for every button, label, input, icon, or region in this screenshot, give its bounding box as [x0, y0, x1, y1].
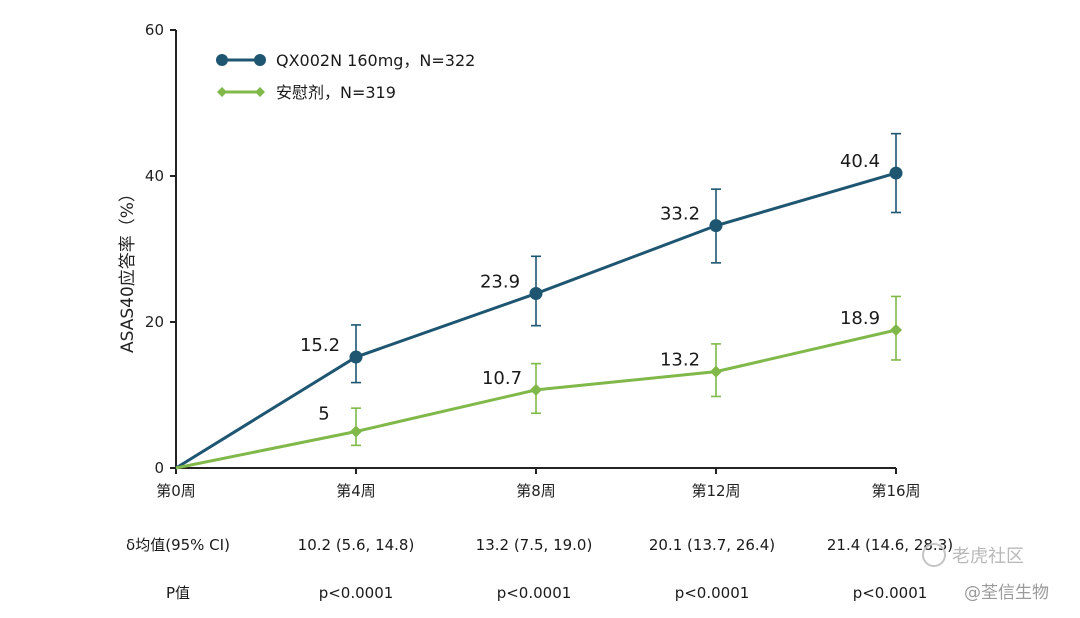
table-cell: p<0.0001 [675, 584, 750, 602]
watermark-bottom-text: @荃信生物 [964, 583, 1049, 603]
x-tick-label: 第12周 [691, 482, 740, 500]
data-label: 40.4 [840, 151, 880, 172]
data-point [889, 166, 903, 180]
table-cell: p<0.0001 [853, 584, 928, 602]
legend-marker [255, 87, 265, 97]
data-point [890, 324, 902, 337]
data-point [530, 383, 542, 396]
y-tick-label: 20 [145, 313, 164, 331]
x-tick-label: 第0周 [156, 482, 196, 500]
data-point [529, 287, 543, 301]
legend-marker [254, 54, 266, 66]
y-axis-label: ASAS40应答率（%） [118, 185, 138, 353]
table-cell: p<0.0001 [319, 584, 394, 602]
table-row-label: δ均值(95% CI) [126, 536, 230, 554]
table-cell: 20.1 (13.7, 26.4) [649, 536, 775, 554]
data-label: 23.9 [480, 272, 520, 293]
table-cell: 10.2 (5.6, 14.8) [298, 536, 415, 554]
watermarks: 老虎社区 @荃信生物 [922, 543, 1049, 603]
y-tick-label: 0 [154, 459, 164, 477]
data-point [709, 219, 723, 233]
table-row-1: P值 p<0.0001 p<0.0001 p<0.0001 p<0.0001 [166, 584, 927, 602]
axes: 0 20 40 60 第0周 第4周 第8周 第12周 第16周 ASAS40应答率（%） [118, 21, 921, 500]
data-label: 10.7 [482, 368, 522, 389]
data-label: 15.2 [300, 335, 340, 356]
watermark-top: 老虎社区 [922, 543, 1024, 567]
legend-marker [217, 87, 227, 97]
legend-item-1: 安慰剂，N=319 [217, 83, 396, 102]
legend-marker [216, 54, 228, 66]
table-row-label: P值 [166, 584, 190, 602]
x-tick-label: 第16周 [871, 482, 920, 500]
legend: QX002N 160mg，N=322 安慰剂，N=319 [216, 51, 475, 102]
table-cell: 21.4 (14.6, 28.3) [827, 536, 953, 554]
table-cell: p<0.0001 [497, 584, 572, 602]
data-label: 13.2 [660, 350, 700, 371]
series-0: 15.2 23.9 33.2 40.4 [175, 132, 903, 470]
data-point [350, 425, 362, 438]
data-point [710, 365, 722, 378]
table-cell: 13.2 (7.5, 19.0) [476, 536, 593, 554]
stats-table: δ均值(95% CI) 10.2 (5.6, 14.8) 13.2 (7.5, 19… [126, 536, 953, 602]
x-tick-label: 第4周 [336, 482, 376, 500]
legend-item-0: QX002N 160mg，N=322 [216, 51, 475, 70]
watermark-top-text: 老虎社区 [952, 546, 1024, 567]
x-tick-label: 第8周 [516, 482, 556, 500]
data-label: 18.9 [840, 308, 880, 329]
legend-label: 安慰剂，N=319 [276, 83, 396, 102]
y-tick-label: 40 [145, 167, 164, 185]
data-label: 33.2 [660, 204, 700, 225]
data-label: 5 [318, 404, 329, 425]
y-tick-label: 60 [145, 21, 164, 39]
series-1: 5 10.7 13.2 18.9 [175, 295, 902, 470]
series-layer: 15.2 23.9 33.2 40.4 5 10.7 13.2 18.9 [175, 132, 903, 470]
table-row-0: δ均值(95% CI) 10.2 (5.6, 14.8) 13.2 (7.5, 19… [126, 536, 953, 554]
data-point [349, 350, 363, 364]
watermark-logo-icon [922, 543, 946, 567]
legend-label: QX002N 160mg，N=322 [276, 51, 475, 70]
